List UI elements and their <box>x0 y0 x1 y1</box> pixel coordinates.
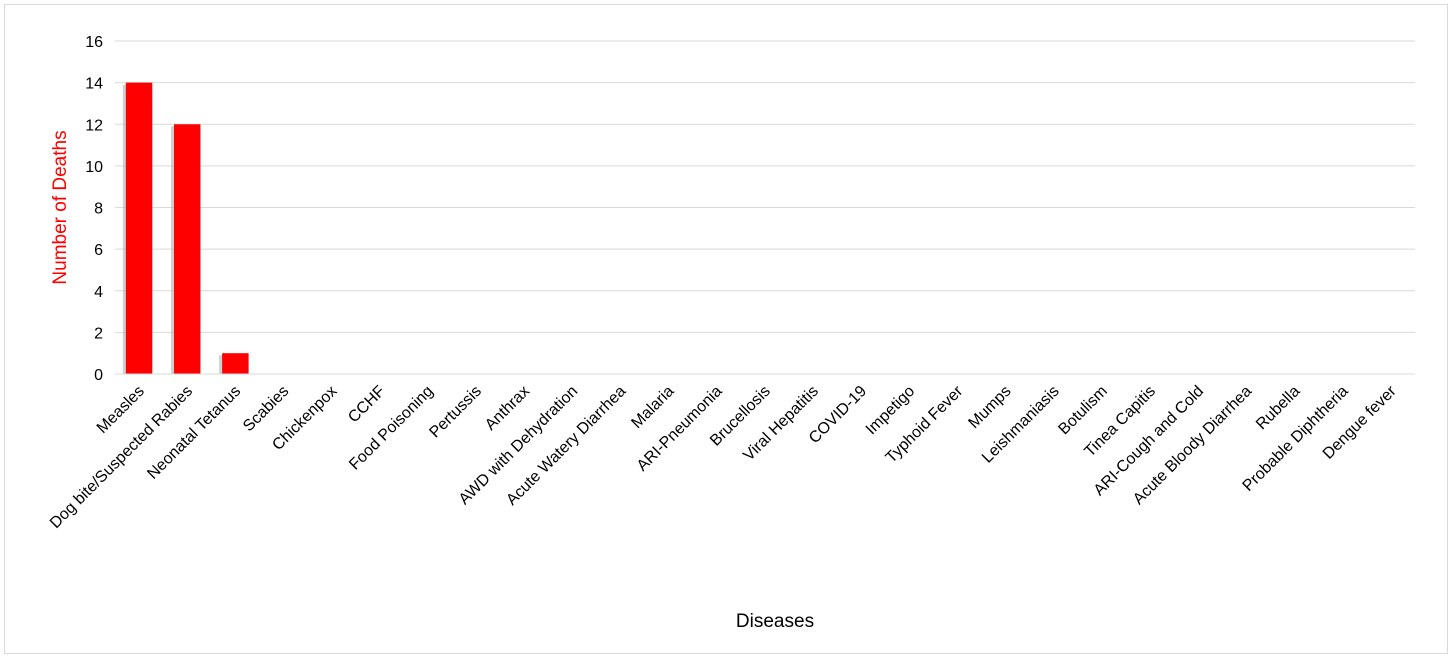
x-tick-label: ARI-Pneumonia <box>634 383 726 475</box>
y-tick-label: 0 <box>94 367 103 384</box>
x-tick-label: Food Poisoning <box>346 383 437 474</box>
y-axis-title: Number of Deaths <box>50 130 71 284</box>
x-tick-label: Neonatal Tetanus <box>144 383 244 483</box>
y-tick-label: 12 <box>85 117 103 134</box>
chart-frame <box>4 4 1448 654</box>
bar <box>222 353 249 374</box>
x-axis-title: Diseases <box>736 611 814 632</box>
y-tick-label: 4 <box>94 284 103 301</box>
bar <box>125 82 153 374</box>
x-tick-label: Malaria <box>628 383 677 432</box>
x-tick-label: Mumps <box>965 383 1014 432</box>
y-tick-label: 16 <box>85 34 103 51</box>
y-tick-label: 10 <box>85 159 103 176</box>
gridlines <box>115 40 1415 333</box>
x-tick-label: CCHF <box>345 383 389 427</box>
y-tick-label: 14 <box>85 76 103 93</box>
y-tick-label: 2 <box>94 325 103 342</box>
bar <box>173 124 201 374</box>
bars <box>122 82 249 374</box>
y-tick-label: 8 <box>94 201 103 218</box>
x-tick-label: Pertussis <box>426 383 485 442</box>
y-axis-ticks: 0 2 4 6 8 10 12 14 16 <box>85 34 103 384</box>
y-tick-label: 6 <box>94 242 103 259</box>
